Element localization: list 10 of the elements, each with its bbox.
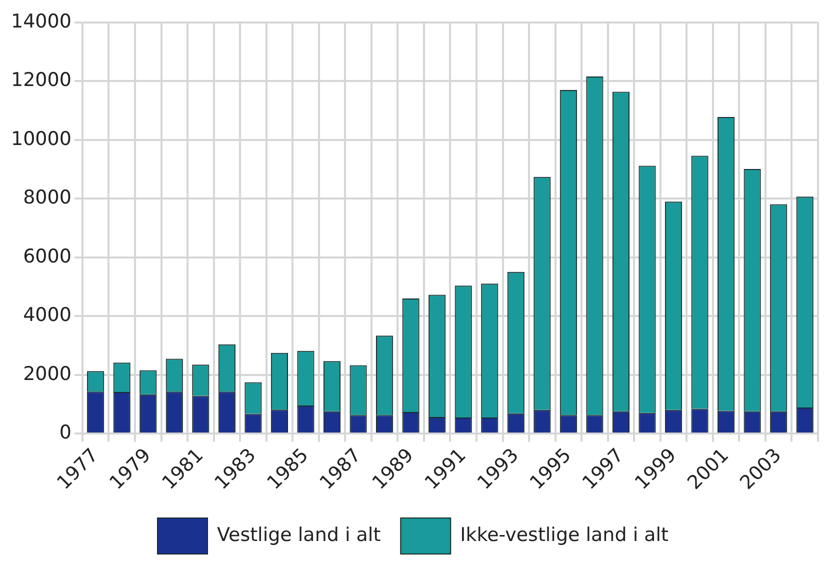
y-tick-label: 2000 — [23, 362, 72, 385]
legend-label: Vestlige land i alt — [216, 524, 381, 546]
legend-label: Ikke-vestlige land i alt — [460, 524, 669, 546]
y-tick-label: 6000 — [23, 245, 72, 268]
y-tick-label: 12000 — [10, 69, 72, 92]
y-tick-label: 4000 — [23, 304, 72, 326]
y-tick-label: 8000 — [23, 186, 72, 209]
y-tick-label: 10000 — [10, 128, 72, 150]
y-tick-label: 14000 — [10, 10, 72, 32]
y-tick-label: 0 — [59, 422, 72, 444]
